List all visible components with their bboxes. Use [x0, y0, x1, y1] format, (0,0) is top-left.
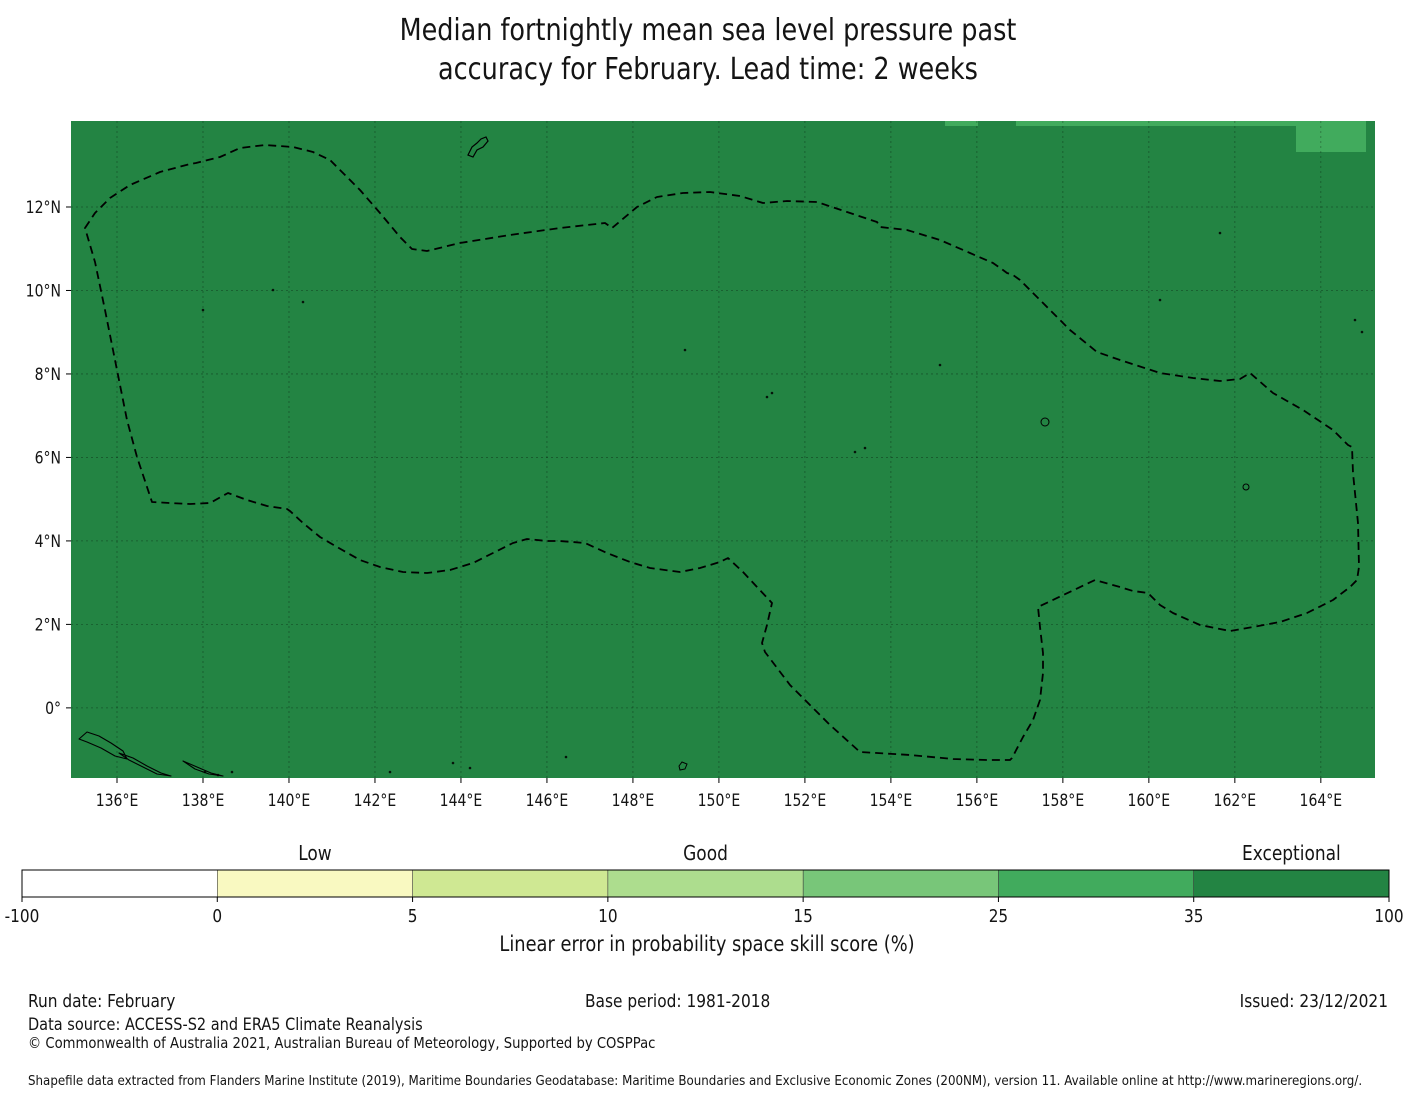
- island-speck: [564, 755, 568, 759]
- skill-patch-good: [945, 121, 978, 126]
- footer-copyright: © Commonwealth of Australia 2021, Austra…: [28, 1035, 655, 1052]
- footer-shapefile-note: Shapefile data extracted from Flanders M…: [28, 1072, 1362, 1088]
- x-tick-label: 138°E: [182, 791, 225, 810]
- island-speck: [863, 446, 867, 450]
- colorbar-segment: [998, 870, 1194, 897]
- x-tick-label: 162°E: [1214, 791, 1257, 810]
- colorbar-segment: [22, 870, 218, 897]
- colorbar-segment: [1193, 870, 1389, 897]
- island-guam: [467, 136, 489, 158]
- x-tick-label: 144°E: [440, 791, 483, 810]
- coastline: [118, 752, 172, 777]
- colorbar: -100 0 5 10 15 25 35 100 Low Good Exceptional: [5, 843, 1404, 927]
- footer-data-source: Data source: ACCESS-S2 and ERA5 Climate …: [28, 1015, 423, 1034]
- map-area: [71, 121, 1375, 778]
- x-tick-label: 156°E: [956, 791, 999, 810]
- footer-issued: Issued: 23/12/2021: [1240, 991, 1388, 1011]
- chart-title-line2: accuracy for February. Lead time: 2 week…: [438, 51, 978, 87]
- y-tick-label: 0°: [45, 699, 61, 718]
- colorbar-category-label: Low: [298, 843, 331, 866]
- colorbar-tick-label: 35: [1184, 905, 1203, 927]
- x-tick-label: 142°E: [354, 791, 397, 810]
- footer-base-period: Base period: 1981-2018: [585, 991, 770, 1011]
- colorbar-tick-label: -100: [5, 905, 40, 927]
- colorbar-tick-label: 100: [1374, 905, 1403, 927]
- colorbar-tick-label: 15: [793, 905, 812, 927]
- chart-title-line1: Median fortnightly mean sea level pressu…: [400, 12, 1017, 48]
- colorbar-tick-label: 10: [598, 905, 617, 927]
- footer-run-date: Run date: February: [28, 991, 176, 1011]
- x-tick-label: 148°E: [612, 791, 655, 810]
- island-atoll: [1242, 483, 1250, 491]
- x-tick-label: 158°E: [1042, 791, 1085, 810]
- x-tick-label: 140°E: [268, 791, 311, 810]
- colorbar-frame: [21, 869, 1390, 898]
- colorbar-tick-label: 0: [212, 905, 222, 927]
- x-tick-label: 160°E: [1128, 791, 1171, 810]
- colorbar-tick-label: 25: [989, 905, 1008, 927]
- y-tick-label: 10°N: [26, 281, 61, 300]
- island-speck: [938, 363, 942, 367]
- x-tick-label: 154°E: [870, 791, 913, 810]
- skill-patch-good: [1296, 121, 1366, 152]
- island-speck: [1218, 231, 1222, 235]
- eez-boundary: [84, 144, 1360, 761]
- island-speck: [451, 761, 455, 765]
- y-tick-label: 6°N: [35, 448, 61, 467]
- island-islet: [678, 761, 688, 771]
- colorbar-segment: [412, 870, 608, 897]
- island-speck: [1158, 298, 1162, 302]
- colorbar-segment: [803, 870, 999, 897]
- skill-patch-good: [1016, 121, 1366, 126]
- skill-fill-exceptional: [71, 121, 1375, 778]
- y-tick-label: 2°N: [35, 615, 61, 634]
- colorbar-axis-label: Linear error in probability space skill …: [499, 932, 914, 957]
- island-speck: [683, 348, 687, 352]
- x-tick-label: 146°E: [526, 791, 569, 810]
- coastline: [182, 760, 224, 777]
- island-speck: [770, 391, 774, 395]
- island-speck: [230, 770, 234, 774]
- colorbar-category-label: Good: [683, 843, 728, 866]
- map-axes: 136°E 138°E 140°E 142°E 144°E 146°E 148°E 150°E…: [26, 198, 1342, 810]
- island-atoll: [1040, 417, 1050, 427]
- colorbar-category-label: Exceptional: [1242, 843, 1341, 866]
- x-tick-label: 136°E: [96, 791, 139, 810]
- x-tick-label: 152°E: [784, 791, 827, 810]
- island-speck: [765, 395, 769, 399]
- island-speck: [1353, 318, 1357, 322]
- island-speck: [1360, 330, 1364, 334]
- island-speck: [271, 288, 275, 292]
- island-speck: [201, 308, 205, 312]
- colorbar-segment: [607, 870, 804, 897]
- y-tick-label: 4°N: [35, 532, 61, 551]
- colorbar-segment: [217, 870, 413, 897]
- x-tick-label: 164°E: [1300, 791, 1343, 810]
- y-tick-label: 8°N: [35, 365, 61, 384]
- colorbar-tick-label: 5: [408, 905, 418, 927]
- island-speck: [468, 766, 472, 770]
- island-speck: [301, 300, 305, 304]
- y-tick-label: 12°N: [26, 198, 61, 217]
- x-tick-label: 150°E: [698, 791, 741, 810]
- island-speck: [388, 770, 392, 774]
- island-speck: [853, 450, 857, 454]
